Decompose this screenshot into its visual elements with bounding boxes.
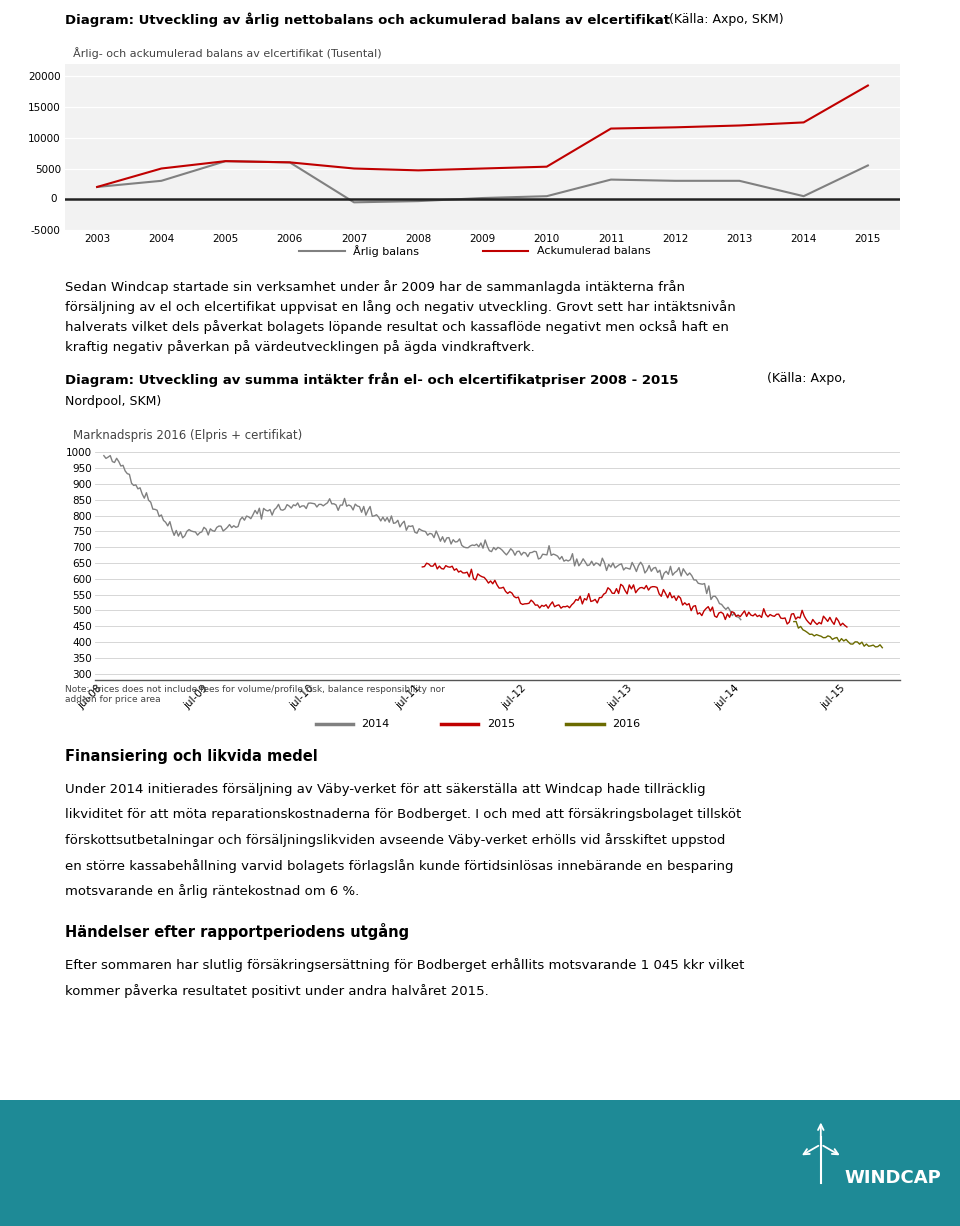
Text: Finansiering och likvida medel: Finansiering och likvida medel [65, 749, 318, 765]
Polygon shape [0, 1085, 960, 1226]
Text: kommer påverka resultatet positivt under andra halvåret 2015.: kommer påverka resultatet positivt under… [65, 984, 489, 998]
Text: Nordpool, SKM): Nordpool, SKM) [65, 395, 161, 408]
Text: Diagram: Utveckling av årlig nettobalans och ackumulerad balans av elcertifikat: Diagram: Utveckling av årlig nettobalans… [65, 12, 670, 27]
Text: halverats vilket dels påverkat bolagets löpande resultat och kassaflöde negativt: halverats vilket dels påverkat bolagets … [65, 320, 729, 333]
Text: Händelser efter rapportperiodens utgång: Händelser efter rapportperiodens utgång [65, 923, 409, 940]
Text: 2014: 2014 [361, 718, 390, 729]
Text: Marknadspris 2016 (Elpris + certifikat): Marknadspris 2016 (Elpris + certifikat) [73, 429, 302, 441]
Text: kraftig negativ påverkan på värdeutvecklingen på ägda vindkraftverk.: kraftig negativ påverkan på värdeutveckl… [65, 340, 535, 354]
Text: 2015: 2015 [487, 718, 515, 729]
Text: Årlig balans: Årlig balans [353, 245, 420, 257]
Text: 0: 0 [50, 194, 57, 205]
Text: en större kassabehållning varvid bolagets förlagslån kunde förtidsinlösas innebä: en större kassabehållning varvid bolaget… [65, 858, 733, 873]
Text: Efter sommaren har slutlig försäkringsersättning för Bodberget erhållits motsvar: Efter sommaren har slutlig försäkringser… [65, 958, 744, 972]
Text: likviditet för att möta reparationskostnaderna för Bodberget. I och med att förs: likviditet för att möta reparationskostn… [65, 808, 741, 821]
Text: Ackumulerad balans: Ackumulerad balans [537, 246, 651, 256]
Text: WINDCAP: WINDCAP [845, 1170, 942, 1187]
Text: Note: Prices does not include fees for volume/profile risk, balance responsibili: Note: Prices does not include fees for v… [65, 685, 444, 705]
Text: Sedan Windcap startade sin verksamhet under år 2009 har de sammanlagda intäktern: Sedan Windcap startade sin verksamhet un… [65, 280, 685, 294]
Text: (Källa: Axpo, SKM): (Källa: Axpo, SKM) [665, 13, 783, 27]
Text: Diagram: Utveckling av summa intäkter från el- och elcertifikatpriser 2008 - 201: Diagram: Utveckling av summa intäkter fr… [65, 371, 679, 386]
Text: förskottsutbetalningar och försäljningslikviden avseende Väby-verket erhölls vid: förskottsutbetalningar och försäljningsl… [65, 834, 726, 847]
Text: Under 2014 initierades försäljning av Väby-verket för att säkerställa att Windca: Under 2014 initierades försäljning av Vä… [65, 783, 706, 796]
Text: Årlig- och ackumulerad balans av elcertifikat (Tusental): Årlig- och ackumulerad balans av elcerti… [73, 47, 382, 59]
Text: (Källa: Axpo,: (Källa: Axpo, [763, 371, 846, 385]
Text: 2016: 2016 [612, 718, 640, 729]
Text: försäljning av el och elcertifikat uppvisat en lång och negativ utveckling. Grov: försäljning av el och elcertifikat uppvi… [65, 300, 735, 314]
Text: motsvarande en årlig räntekostnad om 6 %.: motsvarande en årlig räntekostnad om 6 %… [65, 884, 359, 897]
